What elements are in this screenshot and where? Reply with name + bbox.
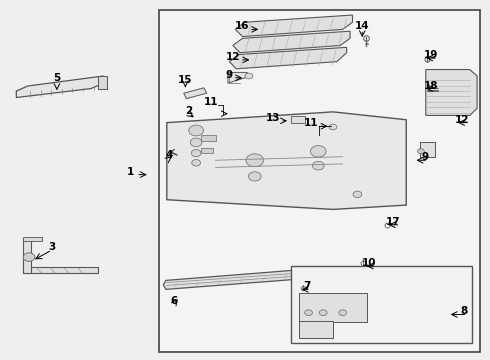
Polygon shape <box>228 72 247 83</box>
Bar <box>420 142 435 157</box>
Bar <box>299 320 333 338</box>
Text: 18: 18 <box>423 81 438 91</box>
Text: 13: 13 <box>266 113 280 123</box>
Text: 12: 12 <box>225 52 240 62</box>
Circle shape <box>190 138 202 147</box>
Bar <box>292 116 305 123</box>
Polygon shape <box>167 112 406 210</box>
Bar <box>98 76 107 89</box>
Circle shape <box>192 159 200 166</box>
Text: 6: 6 <box>171 296 178 306</box>
Bar <box>159 10 480 352</box>
Polygon shape <box>163 267 340 289</box>
Circle shape <box>248 172 261 181</box>
Bar <box>201 148 213 153</box>
Text: 15: 15 <box>178 75 193 85</box>
Circle shape <box>313 161 324 170</box>
Text: 7: 7 <box>304 282 311 291</box>
Polygon shape <box>235 15 352 37</box>
Text: 9: 9 <box>226 70 233 80</box>
Polygon shape <box>233 31 350 53</box>
Circle shape <box>311 145 326 157</box>
Bar <box>299 293 367 321</box>
Text: 5: 5 <box>53 73 60 84</box>
Circle shape <box>245 73 253 79</box>
Bar <box>23 237 42 241</box>
Text: 2: 2 <box>185 105 193 116</box>
Circle shape <box>305 310 313 316</box>
Polygon shape <box>229 47 346 69</box>
Text: 10: 10 <box>362 258 376 268</box>
Circle shape <box>339 310 346 316</box>
Bar <box>292 266 472 343</box>
Circle shape <box>189 125 203 136</box>
Circle shape <box>353 191 362 198</box>
Text: 11: 11 <box>204 97 218 107</box>
Text: 12: 12 <box>455 114 470 125</box>
Text: 16: 16 <box>234 21 249 31</box>
Circle shape <box>417 149 424 154</box>
Text: 9: 9 <box>421 152 428 162</box>
Text: 11: 11 <box>304 118 318 128</box>
Circle shape <box>319 310 327 316</box>
Circle shape <box>246 154 264 167</box>
Text: 8: 8 <box>460 306 467 316</box>
Text: 3: 3 <box>49 242 56 252</box>
Bar <box>23 239 31 273</box>
Text: 1: 1 <box>126 167 134 177</box>
Text: 19: 19 <box>424 50 438 60</box>
Text: 14: 14 <box>355 21 369 31</box>
Text: 17: 17 <box>386 217 400 227</box>
Polygon shape <box>184 88 207 99</box>
Polygon shape <box>426 69 477 116</box>
Bar <box>23 267 98 273</box>
Bar <box>201 135 216 140</box>
Text: 4: 4 <box>166 150 173 161</box>
Circle shape <box>329 124 337 130</box>
Circle shape <box>191 149 201 157</box>
Circle shape <box>23 253 35 261</box>
Polygon shape <box>16 76 103 98</box>
